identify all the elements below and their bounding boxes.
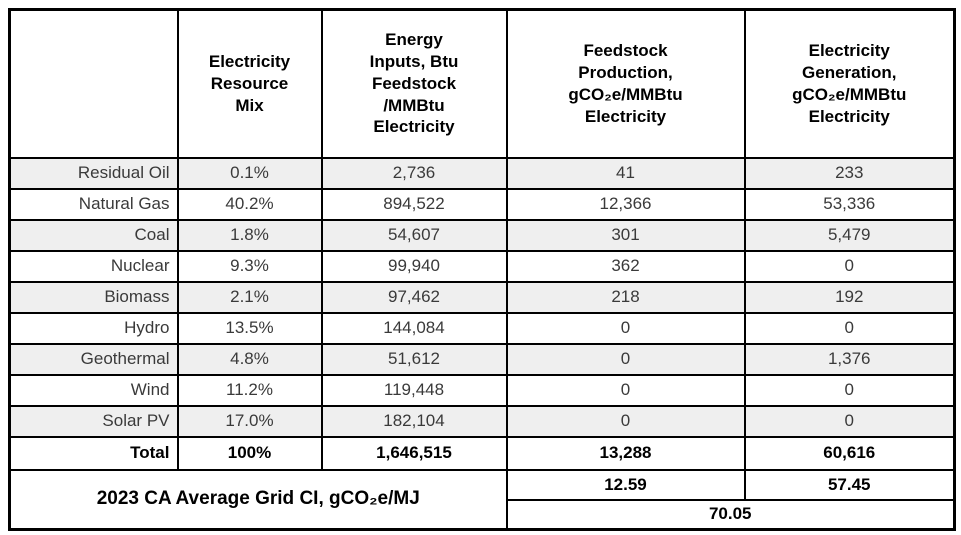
row-label: Nuclear: [8, 249, 179, 283]
cell-electricity-generation: 0: [743, 373, 956, 407]
cell-energy-inputs: 119,448: [320, 373, 508, 407]
cell-energy-inputs: 894,522: [320, 187, 508, 221]
cell-mix: 13.5%: [176, 311, 323, 345]
total-label: Total: [8, 435, 179, 471]
header-row: Electricity Resource Mix Energy Inputs, …: [8, 8, 956, 159]
cell-energy-inputs: 2,736: [320, 156, 508, 190]
header-energy-inputs: Energy Inputs, Btu Feedstock /MMBtu Elec…: [320, 8, 508, 159]
cell-feedstock-production: 0: [505, 373, 746, 407]
table-row-solar-pv: Solar PV 17.0% 182,104 0 0: [8, 404, 956, 438]
summary-combined-ci: 70.05: [505, 498, 956, 531]
table-row-geothermal: Geothermal 4.8% 51,612 0 1,376: [8, 342, 956, 376]
cell-mix: 2.1%: [176, 280, 323, 314]
cell-feedstock-production: 0: [505, 311, 746, 345]
table-row-coal: Coal 1.8% 54,607 301 5,479: [8, 218, 956, 252]
header-feedstock-production: Feedstock Production, gCO₂e/MMBtu Electr…: [505, 8, 746, 159]
cell-feedstock-production: 218: [505, 280, 746, 314]
cell-feedstock-production: 0: [505, 342, 746, 376]
row-label: Coal: [8, 218, 179, 252]
header-electricity-generation: Electricity Generation, gCO₂e/MMBtu Elec…: [743, 8, 956, 159]
total-mix: 100%: [176, 435, 323, 471]
cell-energy-inputs: 97,462: [320, 280, 508, 314]
cell-energy-inputs: 54,607: [320, 218, 508, 252]
cell-feedstock-production: 12,366: [505, 187, 746, 221]
row-label: Hydro: [8, 311, 179, 345]
summary-label: 2023 CA Average Grid CI, gCO₂e/MJ: [8, 468, 508, 531]
row-label: Natural Gas: [8, 187, 179, 221]
total-row: Total 100% 1,646,515 13,288 60,616: [8, 435, 956, 471]
cell-energy-inputs: 182,104: [320, 404, 508, 438]
cell-electricity-generation: 53,336: [743, 187, 956, 221]
summary-row-components: 2023 CA Average Grid CI, gCO₂e/MJ 12.59 …: [8, 468, 956, 531]
cell-mix: 17.0%: [176, 404, 323, 438]
cell-electricity-generation: 5,479: [743, 218, 956, 252]
cell-mix: 1.8%: [176, 218, 323, 252]
cell-mix: 4.8%: [176, 342, 323, 376]
cell-energy-inputs: 51,612: [320, 342, 508, 376]
row-label: Solar PV: [8, 404, 179, 438]
table-row-biomass: Biomass 2.1% 97,462 218 192: [8, 280, 956, 314]
row-label: Wind: [8, 373, 179, 407]
total-energy-inputs: 1,646,515: [320, 435, 508, 471]
cell-feedstock-production: 0: [505, 404, 746, 438]
table-row-nuclear: Nuclear 9.3% 99,940 362 0: [8, 249, 956, 283]
total-electricity-generation: 60,616: [743, 435, 956, 471]
cell-electricity-generation: 233: [743, 156, 956, 190]
cell-energy-inputs: 99,940: [320, 249, 508, 283]
cell-mix: 0.1%: [176, 156, 323, 190]
total-feedstock-production: 13,288: [505, 435, 746, 471]
cell-electricity-generation: 0: [743, 249, 956, 283]
header-electricity-resource-mix: Electricity Resource Mix: [176, 8, 323, 159]
cell-feedstock-production: 41: [505, 156, 746, 190]
cell-mix: 11.2%: [176, 373, 323, 407]
table-row-residual-oil: Residual Oil 0.1% 2,736 41 233: [8, 156, 956, 190]
summary-generation-ci: 57.45: [743, 468, 956, 501]
cell-electricity-generation: 0: [743, 404, 956, 438]
row-label: Geothermal: [8, 342, 179, 376]
summary-row-combined: 70.05: [10, 498, 956, 531]
cell-electricity-generation: 192: [743, 280, 956, 314]
grid-ci-table: Electricity Resource Mix Energy Inputs, …: [8, 8, 956, 531]
cell-feedstock-production: 362: [505, 249, 746, 283]
header-resource-blank: [8, 8, 179, 159]
cell-feedstock-production: 301: [505, 218, 746, 252]
table-row-hydro: Hydro 13.5% 144,084 0 0: [8, 311, 956, 345]
cell-electricity-generation: 1,376: [743, 342, 956, 376]
row-label: Biomass: [8, 280, 179, 314]
summary-feedstock-ci: 12.59: [505, 468, 746, 501]
cell-mix: 40.2%: [176, 187, 323, 221]
cell-electricity-generation: 0: [743, 311, 956, 345]
cell-mix: 9.3%: [176, 249, 323, 283]
cell-energy-inputs: 144,084: [320, 311, 508, 345]
table-row-natural-gas: Natural Gas 40.2% 894,522 12,366 53,336: [8, 187, 956, 221]
table-row-wind: Wind 11.2% 119,448 0 0: [8, 373, 956, 407]
row-label: Residual Oil: [8, 156, 179, 190]
